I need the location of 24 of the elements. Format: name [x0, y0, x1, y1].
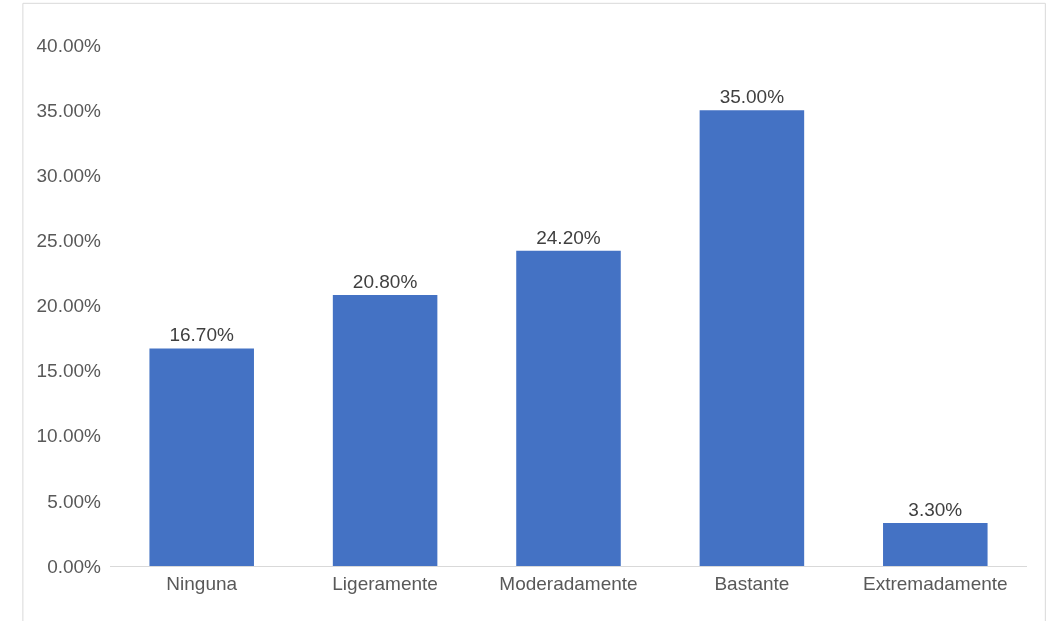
- y-tick-label: 10.00%: [36, 425, 102, 447]
- bar: [516, 250, 621, 566]
- y-tick-label: 5.00%: [47, 490, 102, 512]
- y-tick-label: 30.00%: [36, 164, 102, 186]
- y-tick-label: 0.00%: [47, 555, 102, 577]
- x-tick-label: Ligeramente: [332, 572, 438, 594]
- bar: [332, 295, 438, 566]
- bar: [883, 523, 988, 566]
- data-label: 35.00%: [719, 86, 785, 108]
- x-tick-label: Ninguna: [166, 572, 238, 594]
- x-tick-label: Bastante: [714, 572, 790, 594]
- x-tick-label: Extremadamente: [862, 572, 1008, 594]
- y-tick-label: 35.00%: [36, 99, 102, 121]
- data-label: 24.20%: [536, 226, 601, 248]
- y-tick-label: 20.00%: [36, 295, 102, 317]
- bar: [699, 110, 805, 566]
- y-tick-label: 15.00%: [36, 360, 102, 382]
- data-label: 20.80%: [352, 271, 418, 293]
- y-tick-label: 25.00%: [36, 230, 102, 252]
- data-label: 3.30%: [908, 499, 963, 521]
- x-tick-label: Moderadamente: [499, 572, 638, 594]
- data-label: 16.70%: [169, 324, 234, 346]
- bar: [149, 348, 254, 566]
- y-tick-label: 40.00%: [36, 34, 102, 56]
